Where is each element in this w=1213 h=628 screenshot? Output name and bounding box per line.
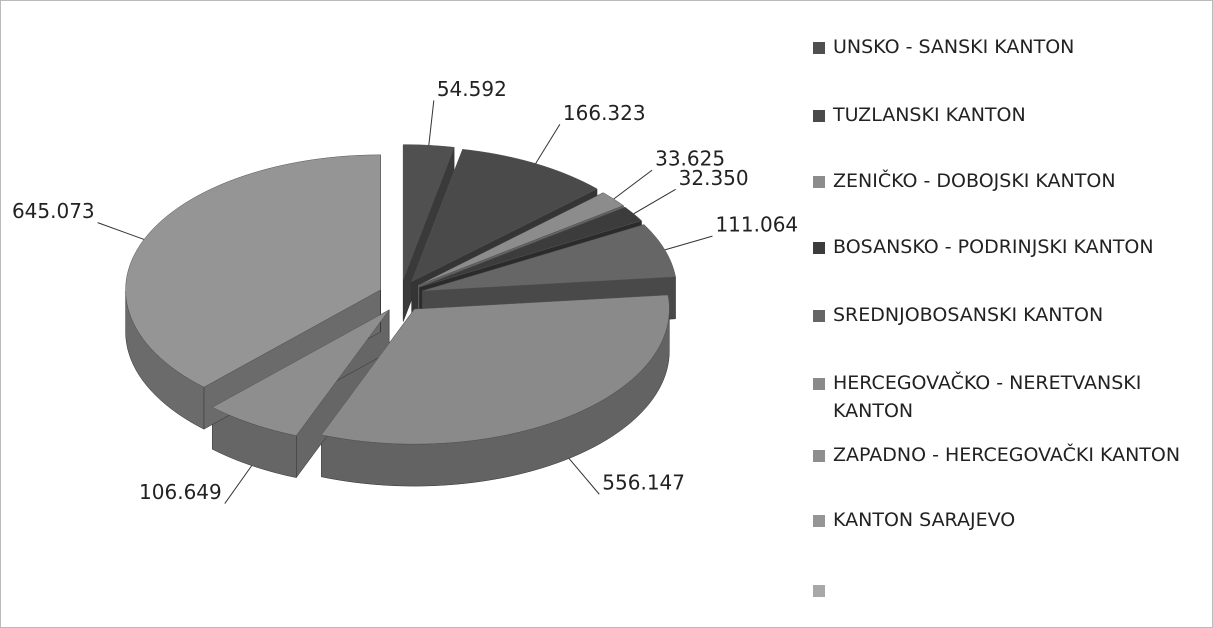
legend-swatch <box>813 515 825 527</box>
legend-swatch <box>813 242 825 254</box>
slice-tops <box>125 144 676 445</box>
leader-line <box>224 465 253 504</box>
data-label: 166.323 <box>563 101 646 125</box>
leader-line <box>633 188 676 215</box>
data-label: 645.073 <box>12 199 95 223</box>
legend-item: UNSKO - SANSKI KANTON <box>813 33 1212 61</box>
legend-item: ZAPADNO - HERCEGOVAČKI KANTON <box>813 441 1212 469</box>
legend-swatch <box>813 310 825 322</box>
legend-label: UNSKO - SANSKI KANTON <box>833 36 1075 58</box>
legend-item: ZENIČKO - DOBOJSKI KANTON <box>813 167 1212 195</box>
legend-item: BOSANSKO - PODRINJSKI KANTON <box>813 233 1212 261</box>
legend-item: TUZLANSKI KANTON <box>813 101 1212 129</box>
leader-line <box>97 222 145 240</box>
legend-swatch <box>813 450 825 462</box>
leader-line <box>613 169 653 200</box>
legend-item: KANTON SARAJEVO <box>813 506 1212 534</box>
legend-swatch <box>813 585 825 597</box>
legend-label: KANTON SARAJEVO <box>833 509 1016 531</box>
legend-swatch <box>813 176 825 188</box>
leader-line <box>428 100 435 146</box>
legend-swatch <box>813 110 825 122</box>
legend-swatch <box>813 378 825 390</box>
data-label: 54.592 <box>437 77 507 101</box>
legend-label: ZENIČKO - DOBOJSKI KANTON <box>833 170 1116 192</box>
legend-label: SREDNJOBOSANSKI KANTON <box>833 304 1104 326</box>
legend-label: ZAPADNO - HERCEGOVAČKI KANTON <box>833 444 1181 466</box>
pie-slice <box>419 206 643 288</box>
leader-line <box>664 235 713 251</box>
legend-label: HERCEGOVAČKO - NERETVANSKI KANTON <box>833 372 1142 422</box>
legend-item: HERCEGOVAČKO - NERETVANSKI KANTON <box>813 369 1212 425</box>
pie-slice <box>421 224 676 292</box>
leader-line <box>535 123 561 164</box>
pie-slice <box>321 294 670 445</box>
data-label: 111.064 <box>715 213 798 237</box>
data-label: 32.350 <box>679 166 749 190</box>
pie-slice <box>211 309 390 436</box>
leader-line <box>568 458 600 495</box>
legend-label: TUZLANSKI KANTON <box>833 104 1026 126</box>
data-label: 33.625 <box>655 147 725 171</box>
legend-label: BOSANSKO - PODRINJSKI KANTON <box>833 236 1154 258</box>
pie-slice <box>125 154 381 388</box>
data-label: 556.147 <box>602 471 685 495</box>
data-label: 106.649 <box>139 480 222 504</box>
legend-item: SREDNJOBOSANSKI KANTON <box>813 301 1212 329</box>
legend-swatch <box>813 42 825 54</box>
